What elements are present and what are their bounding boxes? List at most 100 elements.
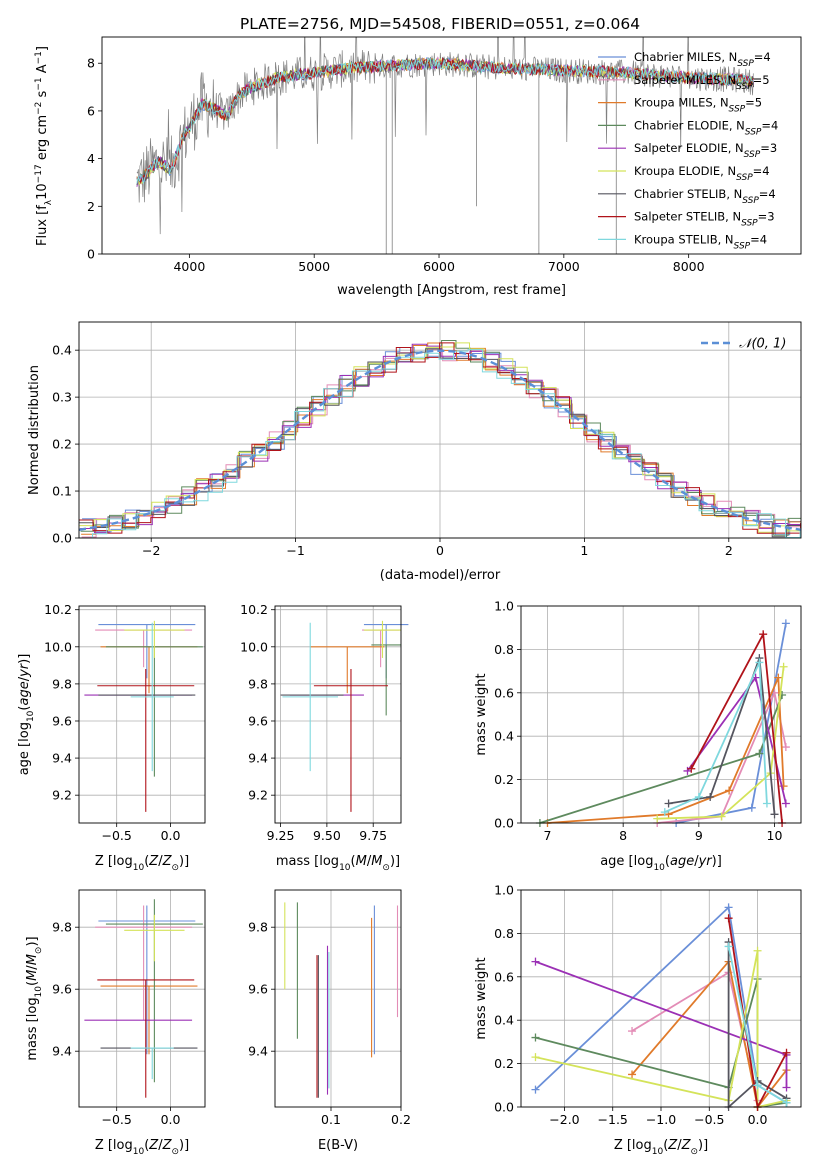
x-tick-label: 9.50	[313, 828, 341, 843]
x-tick-label: 9	[695, 828, 703, 843]
y-tick-label: 9.2	[52, 788, 72, 803]
weight-marker	[770, 810, 779, 819]
axes-frame	[520, 889, 802, 1108]
plot-area	[78, 340, 802, 538]
y-tick-label: 9.8	[248, 920, 268, 935]
y-tick-label: 8	[87, 56, 95, 71]
axes-frame	[78, 889, 206, 1108]
y-tick-label: 0.0	[52, 531, 72, 546]
weight-marker	[531, 957, 540, 966]
x-tick-label: 9.25	[267, 828, 295, 843]
x-axis-label: Z [log10(Z/Z⊙)]	[614, 1138, 708, 1157]
weight-marker	[779, 662, 788, 671]
y-tick-label: 0.4	[494, 1013, 514, 1028]
x-tick-label: 8	[619, 828, 627, 843]
weight-marker	[531, 1033, 540, 1042]
axes-frame	[274, 889, 402, 1108]
mass-weight-z-panel: −2.0 −1.5 −1.0 −0.5 0.0 0.0 0.2 0.4 0.6 0.8 1.0 Z […	[474, 883, 802, 1157]
mass-vs-ebv-panel: 0.1 0.2 9.4 9.6 9.8 E(B-V)	[248, 889, 411, 1153]
axes-frame	[101, 36, 802, 255]
plot-area	[84, 620, 203, 812]
y-tick-label: 0.2	[494, 772, 514, 787]
axes-frame	[520, 605, 802, 824]
y-tick-label: 10.2	[240, 602, 268, 617]
spectrum-panel: 4000 5000 6000 7000 8000 0 2 4 6 8 Chabrier MILES,…	[34, 36, 802, 298]
x-axis-label: E(B-V)	[318, 1138, 358, 1153]
x-axis-label: (data-model)/error	[380, 568, 501, 583]
weight-marker	[531, 1085, 540, 1094]
weight-marker	[781, 619, 790, 628]
x-axis-label: mass [log10(M/M⊙)]	[276, 854, 400, 873]
y-tick-label: 9.8	[52, 676, 72, 691]
y-tick-label: 0.6	[494, 685, 514, 700]
y-tick-label: 9.6	[52, 713, 72, 728]
plot-area	[84, 899, 203, 1098]
mass-weight-age-panel: 7 8 9 10 0.0 0.2 0.4 0.6 0.8 1.0 age [log10(age/yr…	[474, 599, 802, 873]
y-tick-label: 0.8	[494, 642, 514, 657]
plot-area	[136, 37, 755, 254]
y-tick-label: 0.2	[494, 1056, 514, 1071]
x-tick-label: 7	[544, 828, 552, 843]
model-spectrum-line	[136, 56, 755, 186]
weight-line	[657, 666, 785, 820]
y-axis-label: mass weight	[474, 673, 489, 755]
weight-marker	[755, 749, 764, 758]
y-tick-label: 0.1	[52, 484, 72, 499]
y-tick-label: 2	[87, 199, 95, 214]
y-tick-label: 10.0	[44, 639, 72, 654]
weight-marker	[781, 743, 790, 752]
weight-marker	[774, 673, 783, 682]
y-axis-label: age [log10(age/yr)]	[17, 654, 36, 776]
weight-marker	[724, 942, 733, 951]
x-tick-label: 5000	[298, 259, 330, 274]
weight-marker	[762, 799, 771, 808]
plot-area	[284, 902, 399, 1098]
x-tick-label: 0.0	[161, 828, 181, 843]
weight-marker	[753, 1081, 762, 1090]
weight-marker	[755, 658, 764, 667]
y-tick-label: 10.2	[44, 602, 72, 617]
weight-marker	[753, 946, 762, 955]
weight-marker	[782, 1083, 791, 1092]
y-tick-label: 9.4	[52, 751, 72, 766]
y-tick-label: 0.3	[52, 390, 72, 405]
x-tick-label: 0.2	[391, 1112, 411, 1127]
x-tick-label: −0.5	[102, 1112, 132, 1127]
legend-label: 𝒩(0, 1)	[739, 337, 786, 352]
legend-label: Chabrier ELODIE, NSSP=4	[634, 118, 778, 137]
weight-marker	[706, 792, 715, 801]
age-vs-mass-panel: 9.25 9.50 9.75 9.2 9.4 9.6 9.8 10.0 10.2 mass [lo…	[240, 602, 409, 873]
weight-marker	[717, 812, 726, 821]
legend-label: Kroupa STELIB, NSSP=4	[634, 232, 767, 251]
x-tick-label: −0.5	[102, 828, 132, 843]
y-tick-label: 0.0	[494, 1100, 514, 1115]
histogram-step	[79, 349, 801, 538]
histogram-step	[79, 342, 801, 533]
axes-frame	[78, 605, 206, 824]
y-tick-label: 6	[87, 103, 95, 118]
weight-marker	[694, 792, 703, 801]
x-tick-label: 7000	[548, 259, 580, 274]
axes-frame	[78, 321, 802, 539]
x-axis-label: wavelength [Angstrom, rest frame]	[337, 283, 566, 298]
weight-marker	[725, 786, 734, 795]
y-tick-label: 0.4	[52, 343, 72, 358]
age-vs-z-panel: −0.5 0.0 9.2 9.4 9.6 9.8 10.0 10.2 Z [log10(Z/Z⊙…	[17, 602, 206, 873]
x-tick-label: 10	[767, 828, 783, 843]
x-axis-label: Z [log10(Z/Z⊙)]	[95, 854, 189, 873]
y-tick-label: 0.6	[494, 969, 514, 984]
weight-line	[727, 942, 787, 1110]
y-tick-label: 9.4	[248, 751, 268, 766]
weight-marker	[653, 814, 662, 823]
x-axis-label: Z [log10(Z/Z⊙)]	[95, 1138, 189, 1157]
weight-marker	[781, 799, 790, 808]
y-tick-label: 9.2	[248, 788, 268, 803]
weight-marker	[628, 1070, 637, 1079]
legend-label: Kroupa MILES, NSSP=5	[634, 96, 762, 115]
x-tick-label: 0.1	[321, 1112, 341, 1127]
residual-panel: −2 −1 0 1 2 0.0 0.1 0.2 0.3 0.4 𝒩(0, 1) (data-model…	[27, 321, 802, 583]
x-tick-label: −1.5	[598, 1112, 628, 1127]
y-tick-label: 9.8	[248, 676, 268, 691]
